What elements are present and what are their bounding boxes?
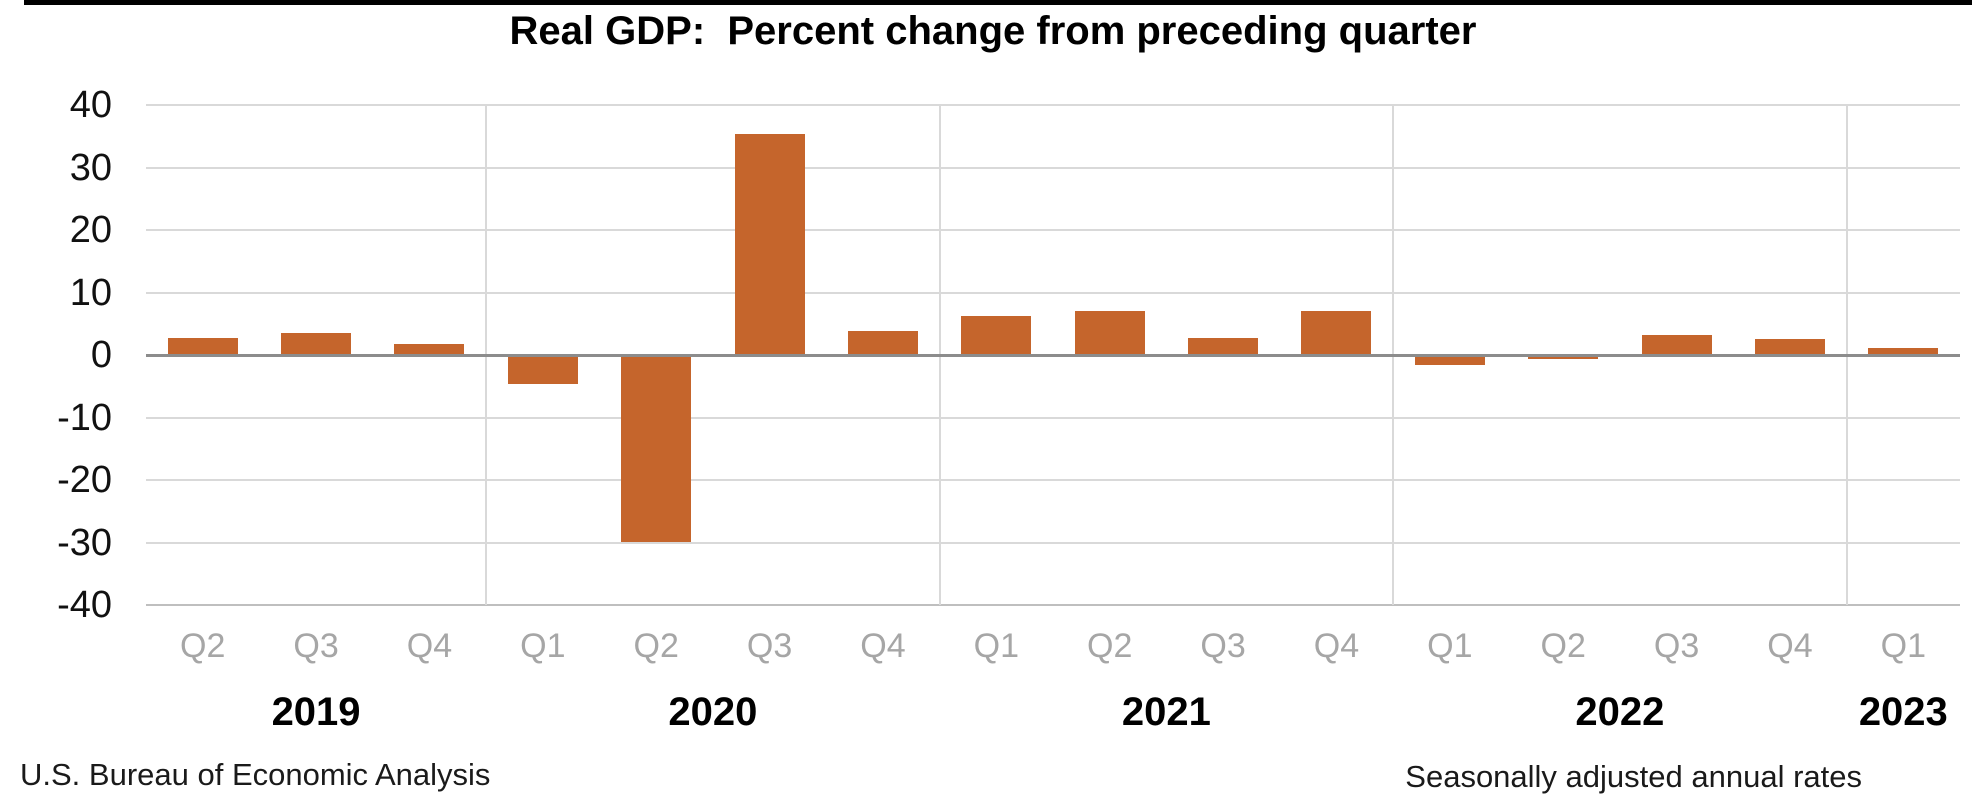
source-note: U.S. Bureau of Economic Analysis: [20, 757, 491, 792]
bar-Q2-2019: [167, 338, 238, 355]
bar-Q2-2022: [1528, 355, 1599, 359]
bar-Q3-2022: [1641, 335, 1712, 355]
gridline--10: [146, 416, 1960, 419]
x-axis-quarter-label-Q2-2021: Q2: [1087, 627, 1133, 665]
x-axis-quarter-label-Q2-2020: Q2: [633, 627, 679, 665]
gridline-20: [146, 229, 1960, 231]
adjustment-note: Seasonally adjusted annual rates: [1405, 759, 1862, 794]
gridline-30: [146, 166, 1960, 169]
bar-Q4-2021: [1301, 311, 1372, 355]
bar-Q4-2022: [1754, 338, 1825, 355]
bar-Q2-2020: [621, 355, 692, 542]
x-axis-quarter-label-Q3-2019: Q3: [293, 627, 339, 665]
bar-Q1-2023: [1868, 348, 1939, 355]
y-axis-tick-label: 10: [69, 271, 112, 314]
bar-Q3-2019: [281, 332, 352, 355]
x-axis-quarter-label-Q4-2022: Q4: [1767, 627, 1813, 665]
bar-Q4-2020: [847, 330, 918, 355]
gridline-10: [146, 291, 1960, 294]
y-axis-tick-label: 40: [69, 84, 112, 126]
x-axis-quarter-label-Q2-2022: Q2: [1540, 627, 1586, 665]
x-axis-quarter-label-Q1-2020: Q1: [520, 627, 566, 665]
x-axis-year-label-2019: 2019: [271, 690, 361, 734]
x-axis-quarter-label-Q2-2019: Q2: [180, 627, 226, 665]
x-axis-quarter-label-Q4-2019: Q4: [406, 627, 453, 665]
y-axis-tick-label: 0: [90, 334, 112, 376]
y-axis-tick-label: -20: [57, 459, 112, 501]
bar-Q1-2021: [961, 315, 1032, 355]
x-axis-year-label-2021: 2021: [1121, 690, 1211, 734]
gridline--30: [146, 541, 1960, 544]
gridline--20: [146, 479, 1960, 481]
x-axis-year-label-2023: 2023: [1858, 690, 1948, 734]
bar-Q3-2021: [1188, 338, 1259, 355]
x-axis-quarter-label-Q4-2021: Q4: [1313, 627, 1360, 665]
y-axis-tick-label: -40: [57, 584, 112, 626]
bar-Q2-2021: [1074, 311, 1145, 355]
y-axis-tick-label: -10: [57, 396, 112, 439]
x-axis-quarter-label-Q4-2020: Q4: [860, 627, 906, 665]
x-axis-quarter-label-Q3-2022: Q3: [1653, 627, 1700, 665]
gridline--40: [146, 604, 1960, 606]
x-axis-quarter-label-Q1-2023: Q1: [1880, 627, 1926, 665]
y-axis-tick-label: -30: [57, 521, 112, 564]
gridline-40: [146, 104, 1960, 106]
x-axis-quarter-label-Q1-2022: Q1: [1427, 627, 1473, 665]
chart-title: Real GDP: Percent change from preceding …: [509, 9, 1477, 53]
y-axis-tick-label: 20: [69, 209, 112, 251]
top-border-line: [24, 0, 1972, 5]
y-axis-tick-label: 30: [69, 146, 112, 189]
zero-axis-line: [146, 353, 1960, 357]
bar-Q3-2020: [734, 134, 805, 355]
x-axis-quarter-label-Q3-2021: Q3: [1200, 627, 1246, 665]
x-axis-year-label-2020: 2020: [668, 690, 758, 734]
x-axis-year-label-2022: 2022: [1575, 690, 1665, 734]
x-axis-quarter-label-Q3-2020: Q3: [746, 627, 793, 665]
bar-Q1-2020: [507, 355, 578, 384]
x-axis-quarter-label-Q1-2021: Q1: [973, 627, 1019, 665]
bar-Q1-2022: [1414, 355, 1485, 365]
bar-Q4-2019: [394, 343, 465, 355]
